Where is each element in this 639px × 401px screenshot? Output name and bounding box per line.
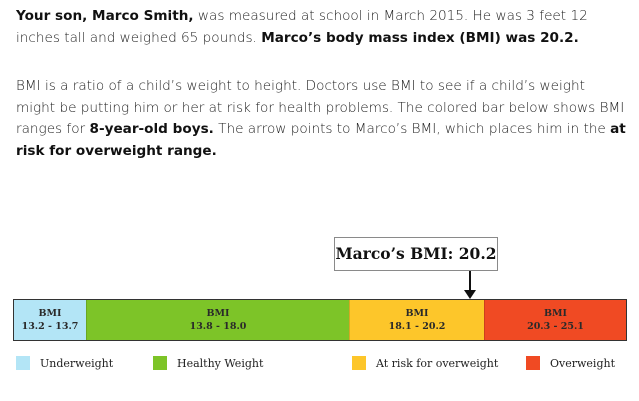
segment-at-risk: BMI 18.1 - 20.2 [349,300,484,340]
legend-label: Healthy Weight [177,356,264,370]
bmi-explanation-text-a: BMI is a ratio of a child’s weight to he… [16,78,625,137]
segment-range: 18.1 - 20.2 [388,321,446,332]
segment-range: 13.2 - 13.7 [21,321,79,332]
segment-title: BMI [544,308,567,319]
segment-title: BMI [38,308,62,319]
segment-title: BMI [206,308,230,319]
segment-overweight: BMI 20.3 - 25.1 [484,300,626,340]
bmi-pointer-arrow-shaft [469,271,471,291]
segment-range: 20.3 - 25.1 [527,321,584,332]
segment-title: BMI [405,308,429,319]
legend-item-underweight: Underweight [16,356,113,370]
legend-label: Underweight [40,356,114,370]
legend-swatch [526,356,540,370]
legend-label: Overweight [550,356,615,370]
legend-item-healthy-weight: Healthy Weight [153,356,263,370]
segment-healthy-weight: BMI 13.8 - 18.0 [86,300,349,340]
bmi-result-statement: Marco’s body mass index (BMI) was 20.2. [261,29,579,46]
child-name-lead: Your son, Marco Smith, [16,8,194,24]
legend-label: At risk for overweight [376,356,499,370]
age-group-label: 8-year-old boys. [89,121,214,137]
legend-item-overweight: Overweight [526,356,615,370]
legend-swatch [153,356,167,370]
segment-range: 13.8 - 18.0 [189,321,247,332]
bmi-explanation: BMI is a ratio of a child’s weight to he… [16,76,628,162]
bmi-explanation-text-b: The arrow points to Marco’s BMI, which p… [213,121,611,137]
bmi-legend: Underweight Healthy Weight At risk for o… [0,356,639,376]
segment-underweight: BMI 13.2 - 13.7 [14,300,86,340]
measurement-text: was measured at school in March 2015. He… [16,8,588,46]
legend-swatch [16,356,30,370]
bmi-pointer-arrow-icon [464,290,476,299]
legend-item-at-risk: At risk for overweight [352,356,498,370]
bmi-range-bar: BMI 13.2 - 13.7 BMI 13.8 - 18.0 BMI 18.1… [13,299,627,341]
marco-bmi-callout: Marco’s BMI: 20.2 [334,237,498,271]
measurement-summary: Your son, Marco Smith, was measured at s… [16,6,628,49]
risk-range-label: at risk for overweight range. [16,121,626,159]
legend-swatch [352,356,366,370]
